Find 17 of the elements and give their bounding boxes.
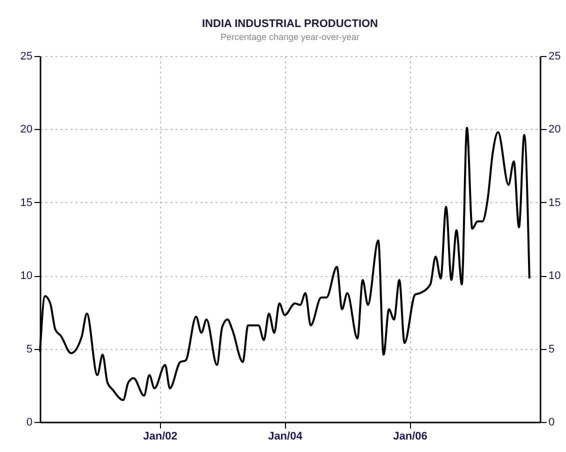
x-tick-label: Jan/02	[143, 430, 178, 442]
y-tick-label: 0	[26, 416, 32, 428]
y2-tick-label: 10	[548, 270, 561, 282]
y2-tick-label: 0	[548, 416, 555, 428]
y2-tick-label: 15	[548, 196, 561, 209]
y-tick-label: 15	[20, 196, 32, 209]
y-tick-label: 5	[26, 343, 32, 356]
y2-tick-label: 25	[548, 50, 561, 62]
x-tick-label: Jan/04	[268, 430, 304, 442]
y2-tick-label: 5	[548, 343, 555, 356]
chart-title: INDIA INDUSTRIAL PRODUCTION	[202, 18, 378, 30]
chart-subtitle: Percentage change year-over-year	[220, 32, 360, 42]
y-tick-label: 20	[20, 124, 32, 136]
y-tick-label: 25	[20, 50, 32, 62]
y-tick-label: 10	[20, 270, 32, 282]
y2-tick-label: 20	[548, 124, 561, 136]
x-tick-label: Jan/06	[393, 430, 428, 442]
